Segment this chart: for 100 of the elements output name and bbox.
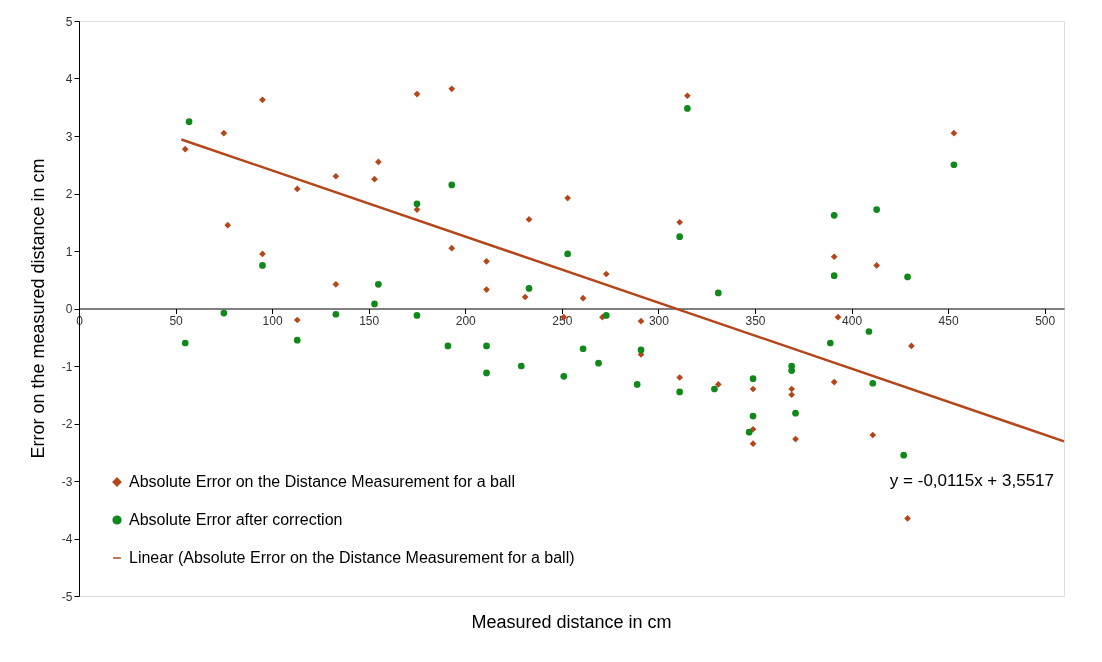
y-tick-label: -2: [61, 417, 73, 431]
point: [483, 286, 490, 293]
point: [950, 161, 958, 169]
point: [579, 294, 587, 302]
point: [448, 244, 456, 252]
point: [826, 339, 834, 347]
point: [375, 158, 382, 166]
x-tick-label: 500: [1035, 314, 1056, 328]
point: [371, 300, 378, 308]
point: [517, 362, 525, 370]
point: [950, 129, 958, 137]
x-tick-label: 50: [169, 314, 184, 328]
y-tick-label: -3: [61, 474, 73, 489]
point: [564, 250, 571, 258]
point: [181, 339, 189, 347]
point: [869, 379, 877, 387]
point: [293, 336, 301, 344]
y-tick-label: 1: [65, 244, 73, 259]
x-tick-label: 100: [262, 314, 283, 328]
point: [749, 412, 757, 420]
point: [185, 118, 193, 125]
point: [483, 342, 490, 350]
point: [181, 145, 189, 153]
point: [579, 345, 587, 353]
point: [684, 92, 691, 100]
x-tick-label: 450: [938, 314, 959, 328]
point: [332, 310, 340, 318]
point: [714, 381, 722, 388]
point: [745, 428, 753, 436]
point: [444, 342, 452, 350]
point: [259, 262, 266, 269]
y-tick-label: 3: [65, 129, 73, 144]
point: [224, 221, 232, 229]
point: [220, 309, 228, 317]
point: [564, 194, 571, 202]
point: [908, 342, 915, 350]
point: [521, 293, 529, 301]
y-tick-label: 4: [65, 72, 73, 86]
point: [869, 431, 877, 439]
point: [714, 289, 722, 297]
y-axis-title: Error on the measured distance in cm: [28, 158, 48, 459]
y-tick-label: 0: [65, 302, 73, 316]
point: [749, 440, 757, 447]
x-tick-label: 350: [745, 314, 766, 328]
point: [633, 381, 641, 388]
point: [904, 515, 911, 522]
point: [830, 212, 838, 219]
point: [830, 253, 838, 261]
x-tick-label: 400: [842, 314, 863, 328]
point: [602, 312, 610, 319]
point: [873, 262, 881, 269]
y-tick-label: -1: [61, 359, 73, 374]
point: [900, 451, 908, 459]
point: [413, 200, 421, 208]
point: [483, 369, 490, 377]
point: [676, 388, 684, 396]
legend-label: Absolute Error after correction: [129, 511, 343, 528]
point: [637, 317, 645, 325]
point: [259, 250, 266, 258]
y-tick-label: 2: [65, 187, 73, 201]
point: [865, 328, 873, 335]
point: [676, 374, 684, 381]
point: [483, 258, 490, 265]
point: [293, 316, 301, 324]
point: [413, 90, 421, 98]
legend-label: Linear (Absolute Error on the Distance Measurement for a ball): [129, 549, 575, 566]
point: [413, 312, 421, 319]
point: [676, 218, 684, 226]
point: [834, 313, 842, 321]
point: [293, 185, 301, 193]
point: [749, 375, 757, 382]
x-tick-label: 200: [455, 314, 477, 328]
x-tick-label: 150: [359, 314, 380, 328]
point: [749, 385, 757, 393]
y-tick-label: 5: [65, 14, 73, 29]
point: [259, 96, 266, 104]
y-tick-label: -4: [61, 532, 73, 546]
point: [904, 273, 911, 281]
point: [332, 172, 340, 180]
point: [448, 85, 456, 93]
point: [830, 272, 838, 280]
point: [676, 233, 684, 240]
legend-label: Absolute Error on the Distance Measurement for a ball: [129, 473, 515, 490]
annotation: y = -0,0115x + 3,5517: [889, 471, 1054, 490]
point: [332, 281, 340, 288]
point: [560, 373, 568, 380]
point: [684, 105, 691, 112]
point: [525, 285, 533, 292]
point: [220, 129, 228, 137]
point: [788, 391, 796, 399]
x-axis-title: Measured distance in cm: [471, 612, 672, 632]
point: [595, 359, 602, 367]
point: [792, 409, 799, 417]
point: [830, 378, 838, 386]
point: [375, 281, 382, 288]
point: [711, 385, 718, 393]
point: [637, 346, 645, 354]
point: [448, 181, 456, 189]
x-tick-label: 300: [648, 314, 670, 328]
point: [788, 367, 796, 374]
